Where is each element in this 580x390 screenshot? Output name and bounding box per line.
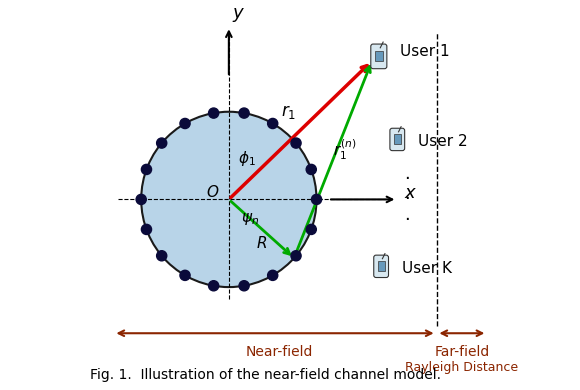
Text: O: O <box>206 185 219 200</box>
Text: $r_1^{(n)}$: $r_1^{(n)}$ <box>332 137 356 162</box>
Circle shape <box>180 270 190 280</box>
Circle shape <box>141 112 317 287</box>
Circle shape <box>209 281 219 291</box>
Circle shape <box>267 270 278 280</box>
Circle shape <box>311 194 321 204</box>
FancyBboxPatch shape <box>390 128 405 151</box>
FancyBboxPatch shape <box>378 261 385 271</box>
Circle shape <box>180 119 190 129</box>
Circle shape <box>209 108 219 118</box>
Text: $r_1$: $r_1$ <box>281 103 296 121</box>
FancyBboxPatch shape <box>394 135 401 144</box>
Circle shape <box>157 138 167 148</box>
Circle shape <box>306 224 316 234</box>
Circle shape <box>142 224 151 234</box>
Circle shape <box>306 164 316 174</box>
Text: $R$: $R$ <box>256 235 267 251</box>
Text: Far-field: Far-field <box>434 345 490 359</box>
Circle shape <box>142 164 151 174</box>
Text: User K: User K <box>402 261 452 276</box>
Text: Rayleigh Distance: Rayleigh Distance <box>405 361 519 374</box>
Circle shape <box>239 108 249 118</box>
Text: $\phi_1$: $\phi_1$ <box>238 149 256 168</box>
FancyBboxPatch shape <box>374 255 389 278</box>
Text: User 1: User 1 <box>400 44 450 59</box>
FancyBboxPatch shape <box>371 44 387 69</box>
Text: User 2: User 2 <box>418 134 467 149</box>
FancyBboxPatch shape <box>375 51 383 61</box>
Text: ·
·
·: · · · <box>404 170 409 229</box>
Circle shape <box>267 119 278 129</box>
Circle shape <box>136 194 146 204</box>
Text: $\psi_n$: $\psi_n$ <box>241 211 259 227</box>
Circle shape <box>157 251 167 261</box>
Text: x: x <box>404 184 415 202</box>
Circle shape <box>291 251 301 261</box>
Circle shape <box>239 281 249 291</box>
Text: Fig. 1.  Illustration of the near-field channel model.: Fig. 1. Illustration of the near-field c… <box>90 368 441 382</box>
Text: Near-field: Near-field <box>246 345 313 359</box>
Text: y: y <box>233 4 244 22</box>
Circle shape <box>291 138 301 148</box>
